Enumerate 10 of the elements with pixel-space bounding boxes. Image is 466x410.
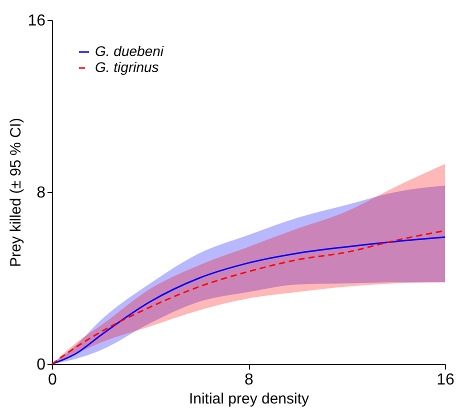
- y-tick-label: 8: [36, 184, 46, 202]
- y-tick-label: 0: [36, 356, 46, 374]
- x-tick-label: 16: [436, 372, 454, 388]
- legend-label: G. duebeni: [95, 43, 164, 59]
- y-axis-title: Prey killed (± 95 % CI): [8, 118, 25, 268]
- legend-label: G. tigrinus: [95, 59, 159, 75]
- y-tick-label: 16: [28, 12, 46, 30]
- x-tick-label: 0: [48, 372, 58, 388]
- x-tick-label: 8: [244, 372, 254, 388]
- x-axis-title: Initial prey density: [188, 390, 310, 408]
